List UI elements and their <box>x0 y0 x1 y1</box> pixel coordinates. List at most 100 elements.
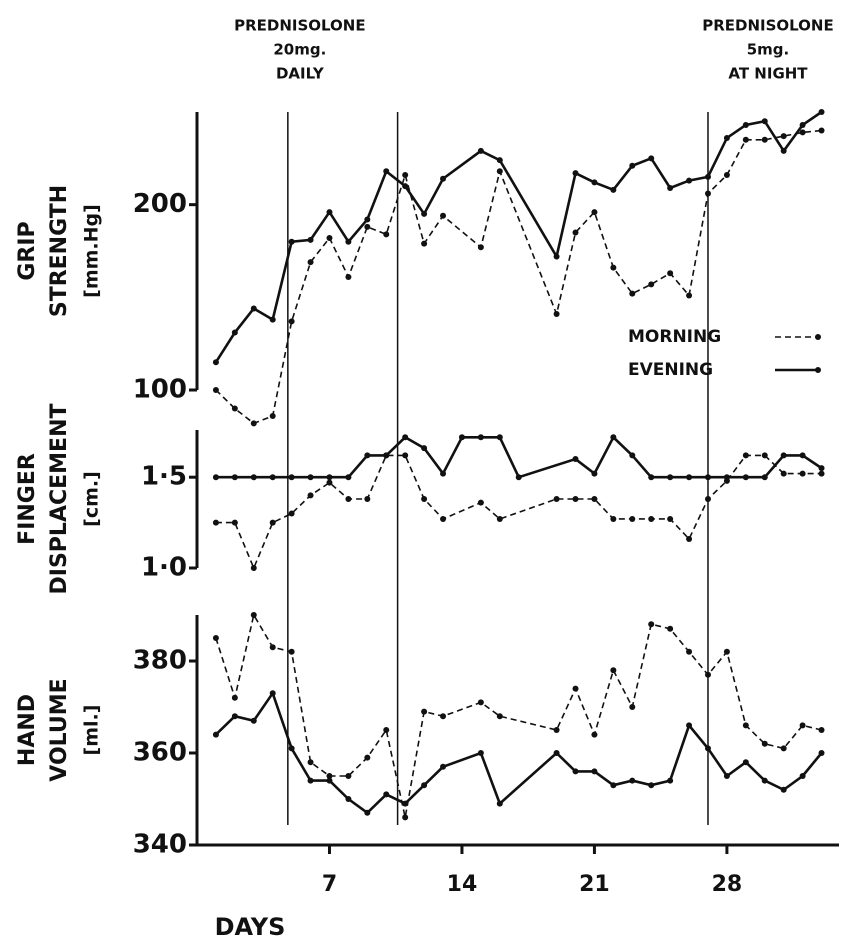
data-point <box>799 129 806 136</box>
annotation: DAILY <box>276 65 325 83</box>
data-point <box>780 745 787 752</box>
data-point <box>496 800 503 807</box>
data-point <box>742 474 749 481</box>
data-point <box>402 452 409 459</box>
data-point <box>364 754 371 761</box>
data-point <box>610 782 617 789</box>
data-point <box>440 763 447 770</box>
data-point <box>629 290 636 297</box>
data-point <box>458 434 465 441</box>
data-point <box>364 496 371 502</box>
data-point <box>629 777 636 784</box>
data-point <box>496 713 503 720</box>
y-axis-label: DISPLACEMENT <box>47 404 72 595</box>
data-point <box>345 238 352 245</box>
data-point <box>307 492 314 499</box>
data-point <box>799 121 806 128</box>
data-point <box>477 147 484 154</box>
data-point <box>307 259 314 266</box>
data-point <box>402 183 409 190</box>
data-point <box>818 465 825 472</box>
series-line <box>214 110 823 363</box>
data-point <box>591 179 598 186</box>
data-point <box>307 474 314 481</box>
data-point <box>326 235 333 242</box>
data-point <box>440 470 447 477</box>
data-point <box>345 773 352 779</box>
data-point <box>421 782 428 789</box>
y-axis-label: [cm.] <box>81 471 103 527</box>
data-point <box>231 519 238 526</box>
data-point <box>326 773 333 779</box>
data-point <box>818 750 825 756</box>
data-point <box>610 434 617 441</box>
data-point <box>648 155 655 162</box>
data-point <box>231 329 238 336</box>
annotation: PREDNISOLONE <box>702 17 834 35</box>
data-point <box>288 510 295 517</box>
data-point <box>496 168 503 175</box>
data-point <box>686 177 693 184</box>
data-point <box>553 311 560 318</box>
data-point <box>250 717 257 724</box>
data-point <box>761 740 768 747</box>
data-point <box>326 474 333 481</box>
data-point <box>818 470 825 477</box>
y-tick-label: 360 <box>133 738 187 768</box>
data-point <box>780 133 787 140</box>
legend-dot <box>815 334 821 340</box>
data-point <box>326 209 333 216</box>
data-point <box>667 184 674 191</box>
data-point <box>591 731 598 738</box>
data-point <box>402 172 409 179</box>
data-point <box>818 109 825 115</box>
y-axis-label: VOLUME <box>47 678 72 781</box>
data-point <box>761 474 768 481</box>
data-point <box>269 519 276 526</box>
data-point <box>799 773 806 779</box>
data-point <box>496 434 503 441</box>
data-point <box>591 209 598 216</box>
data-point <box>307 759 314 766</box>
annotation: PREDNISOLONE <box>234 17 366 35</box>
data-point <box>326 479 333 486</box>
data-point <box>231 694 238 701</box>
data-point <box>269 412 276 419</box>
data-point <box>212 474 219 481</box>
y-tick-label: 100 <box>133 375 187 405</box>
data-point <box>288 474 295 481</box>
x-tick-label: 14 <box>447 872 478 897</box>
data-point <box>799 470 806 477</box>
data-point <box>383 452 390 459</box>
data-point <box>572 496 579 502</box>
data-point <box>440 515 447 522</box>
legend-label: MORNING <box>628 327 721 347</box>
data-point <box>780 786 787 793</box>
data-point <box>212 519 219 526</box>
data-point <box>288 238 295 245</box>
data-point <box>572 456 579 463</box>
data-point <box>269 316 276 323</box>
data-point <box>648 474 655 481</box>
data-point <box>477 499 484 506</box>
data-point <box>723 134 730 141</box>
data-point <box>364 452 371 459</box>
series-line <box>215 690 823 815</box>
data-point <box>742 452 749 459</box>
data-point <box>250 420 257 427</box>
data-point <box>288 745 295 752</box>
data-point <box>761 118 768 125</box>
data-point <box>629 515 636 522</box>
data-point <box>250 612 257 618</box>
data-point <box>648 281 655 288</box>
x-tick-label: 21 <box>579 872 610 897</box>
data-point <box>572 229 579 236</box>
data-point <box>704 496 711 502</box>
data-point <box>402 800 409 807</box>
y-axis-label: GRIP <box>15 221 40 280</box>
data-point <box>250 474 257 481</box>
data-point <box>421 445 428 452</box>
data-point <box>383 168 390 175</box>
data-point <box>629 452 636 459</box>
